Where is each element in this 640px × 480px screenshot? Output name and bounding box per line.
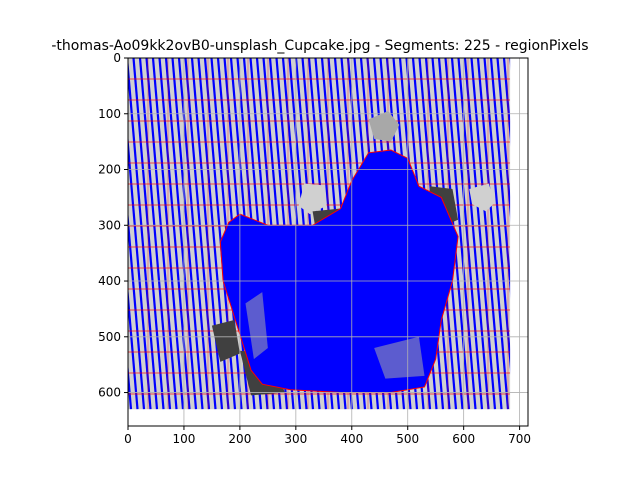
- patch-right: [469, 183, 495, 212]
- y-tick-label: 600: [98, 386, 121, 400]
- y-tick-label: 500: [98, 330, 121, 344]
- axes-frame: [127, 57, 529, 427]
- y-tick-label: 200: [98, 163, 121, 177]
- y-tick-label: 100: [98, 107, 121, 121]
- chart-title: -thomas-Ao09kk2ovB0-unsplash_Cupcake.jpg…: [51, 38, 588, 54]
- x-tick-label: 200: [228, 432, 251, 446]
- inner-shade-1: [245, 292, 268, 360]
- y-axis: 0 100 200 300 400 500 600: [98, 51, 128, 400]
- x-tick-label: 0: [124, 432, 132, 446]
- patch-left: [298, 183, 327, 215]
- patch-shadow-3: [211, 320, 240, 362]
- x-tick-label: 100: [172, 432, 195, 446]
- x-axis: 0 100 200 300 400 500 600 700: [124, 426, 531, 446]
- x-tick-label: 500: [396, 432, 419, 446]
- y-tick-label: 400: [98, 274, 121, 288]
- patch-top: [368, 110, 400, 142]
- x-tick-label: 300: [284, 432, 307, 446]
- x-tick-label: 600: [452, 432, 475, 446]
- x-tick-label: 700: [508, 432, 531, 446]
- background-contours: [128, 58, 511, 410]
- plot-area: [127, 57, 529, 427]
- segmentation-image: [128, 58, 511, 410]
- y-tick-label: 0: [113, 51, 121, 65]
- y-tick-label: 300: [98, 218, 121, 232]
- inner-shade-2: [374, 336, 425, 379]
- x-tick-label: 400: [340, 432, 363, 446]
